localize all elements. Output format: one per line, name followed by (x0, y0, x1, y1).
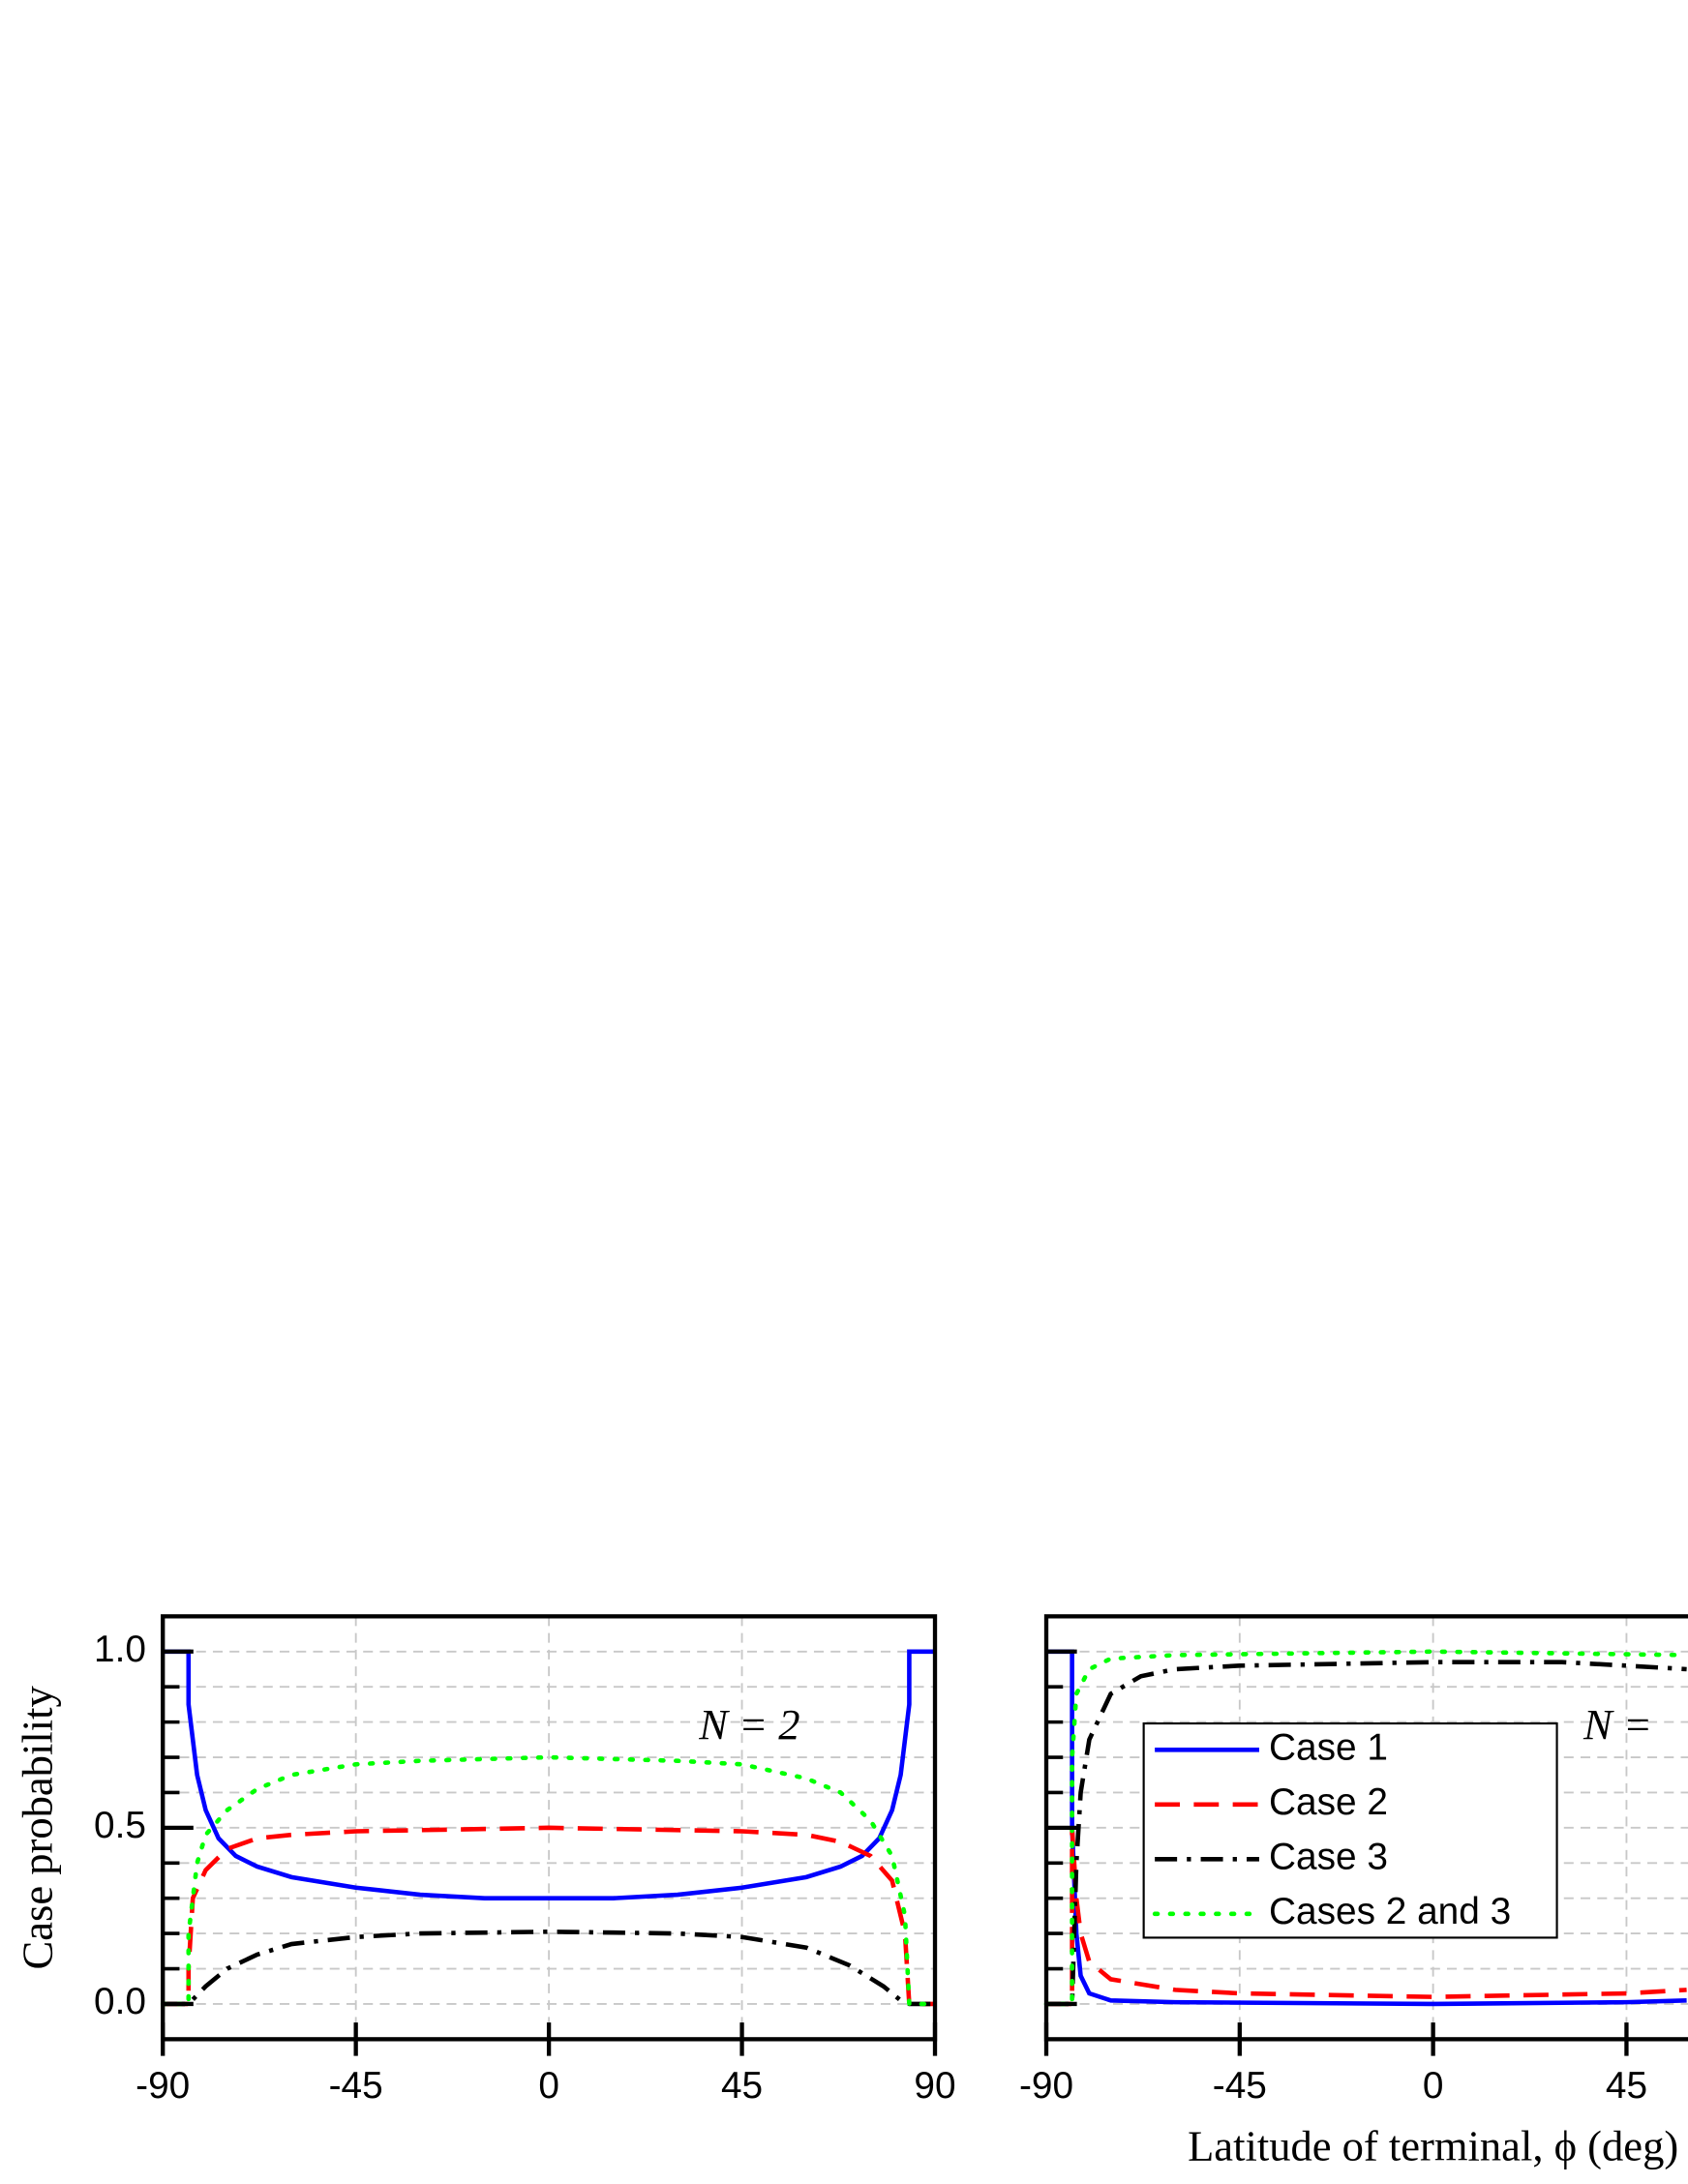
series-line (160, 1754, 938, 2007)
y-axis-label: Case probability (13, 1686, 61, 1970)
x-tick-label: 45 (1606, 2065, 1647, 2107)
series-line (163, 1649, 936, 1900)
legend-label: Case 3 (1269, 1837, 1388, 1878)
x-tick-label: 45 (721, 2065, 763, 2107)
series-line (163, 1825, 936, 2007)
x-axis-label: Latitude of terminal, ϕ (deg) (1188, 2122, 1678, 2170)
x-tick-label: -45 (329, 2065, 383, 2107)
x-tick-label: -90 (1019, 2065, 1073, 2107)
x-tick-label: 0 (1423, 2065, 1444, 2107)
chart: -90 -45 0 45 90 0.0 0.5 1.0 Case probability N = … (13, 1614, 956, 2107)
series-line (1046, 1660, 1687, 2007)
legend-label: Case 2 (1269, 1781, 1388, 1823)
chart: -90 -45 0 45 Latitude of terminal, ϕ (deg) N … (1019, 1614, 1688, 2170)
y-tick-label: 0.5 (94, 1805, 146, 1846)
y-tick-label: 1.0 (94, 1629, 146, 1670)
x-tick-label: 0 (538, 2065, 559, 2107)
series-line (1043, 1649, 1688, 2007)
legend-box (1142, 1721, 1558, 1939)
annotation: N = 2 (698, 1700, 799, 1749)
legend-label: Cases 2 and 3 (1269, 1891, 1511, 1932)
legend-label: Case 1 (1269, 1727, 1388, 1769)
x-tick-label: -90 (136, 2065, 190, 2107)
y-tick-label: 0.0 (94, 1981, 146, 2022)
x-tick-label: -45 (1213, 2065, 1267, 2107)
annotation: N = (1582, 1700, 1652, 1749)
x-tick-label: 90 (914, 2065, 955, 2107)
